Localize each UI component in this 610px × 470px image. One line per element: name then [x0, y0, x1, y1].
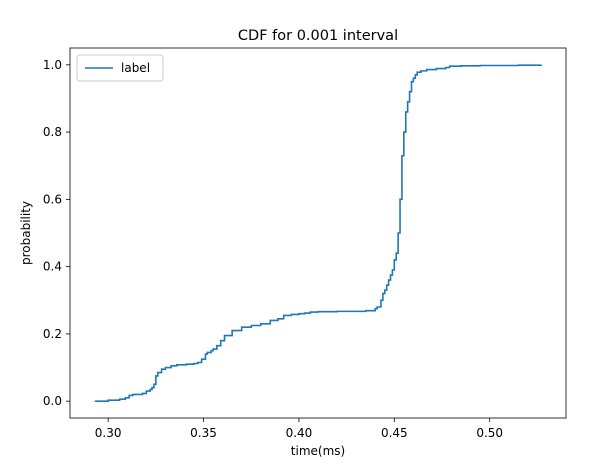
y-tick-label: 0.4 [43, 260, 62, 274]
series-layer [94, 64, 542, 402]
x-tick-label: 0.40 [286, 426, 313, 440]
y-tick-label: 0.8 [43, 125, 62, 139]
chart-title: CDF for 0.001 interval [238, 28, 398, 44]
y-tick-label: 0.0 [43, 394, 62, 408]
series-line-label [94, 64, 542, 402]
plot-area [70, 48, 566, 418]
x-tick-label: 0.30 [95, 426, 122, 440]
x-tick-label: 0.45 [381, 426, 408, 440]
y-tick-label: 0.2 [43, 327, 62, 341]
legend-entry-label: label [121, 61, 150, 75]
x-tick-label: 0.50 [476, 426, 503, 440]
legend-box [76, 54, 164, 82]
y-axis-ticks: 0.0 0.2 0.4 0.6 0.8 1.0 [43, 58, 70, 408]
x-axis-label: time(ms) [291, 444, 345, 458]
y-tick-label: 0.6 [43, 192, 62, 206]
legend: label [76, 54, 164, 82]
y-axis-label: probability [19, 201, 33, 265]
axes-frame [69, 47, 567, 419]
y-tick-label: 1.0 [43, 58, 62, 72]
x-axis-ticks: 0.30 0.35 0.40 0.45 0.50 [95, 418, 503, 440]
x-tick-label: 0.35 [190, 426, 217, 440]
